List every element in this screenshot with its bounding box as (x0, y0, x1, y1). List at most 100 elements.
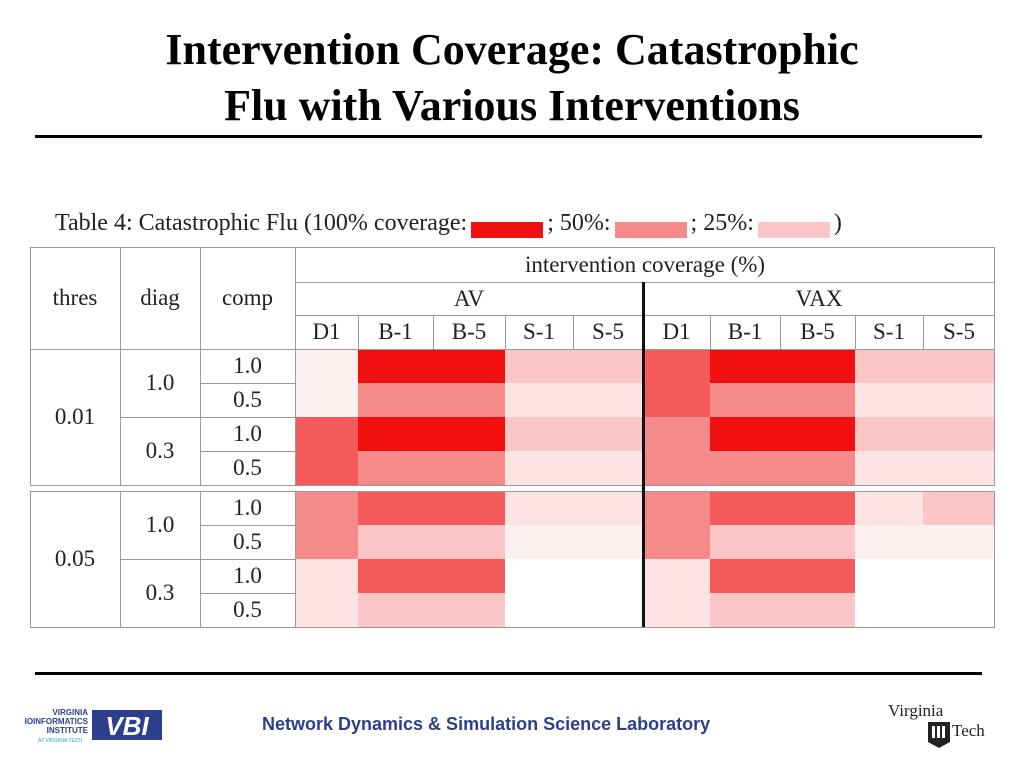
heat-cell (295, 559, 358, 593)
heat-cell (643, 349, 710, 383)
grid-line (295, 491, 296, 627)
grid-line (200, 451, 295, 452)
heat-cell (855, 417, 923, 451)
grid-line (994, 349, 995, 485)
heat-cell (433, 349, 505, 383)
heat-cell (505, 451, 573, 485)
grid-line (780, 315, 781, 349)
heat-cell (433, 383, 505, 417)
caption-prefix: Table 4: Catastrophic Flu (100% coverage… (55, 210, 468, 236)
grid-line (295, 247, 296, 349)
grid-line (30, 247, 995, 248)
title-line-2: Flu with Various Interventions (224, 81, 800, 130)
heat-cell (573, 559, 643, 593)
heat-cell (780, 593, 855, 627)
heat-cell (433, 451, 505, 485)
diag-label: 1.0 (145, 512, 175, 537)
heat-cell (295, 525, 358, 559)
heat-cell (710, 451, 780, 485)
comp-label: 1.0 (233, 495, 262, 520)
heat-cell (643, 491, 710, 525)
header-av: AV (453, 286, 485, 311)
vbi-logo: VIRGINIA BIOINFORMATICS INSTITUTE AT VIR… (24, 708, 162, 744)
heat-cell (855, 525, 923, 559)
heat-cell (295, 451, 358, 485)
header-col-s-1: S-1 (523, 319, 555, 344)
heat-cell (573, 451, 643, 485)
header-col-b-1: B-1 (378, 319, 413, 344)
grid-line (855, 315, 856, 349)
heat-cell (573, 349, 643, 383)
grid-line (30, 627, 995, 628)
heat-cell (505, 593, 573, 627)
heat-cell (573, 383, 643, 417)
header-comp: comp (221, 285, 274, 310)
vt-tower-icon (928, 722, 950, 748)
grid-line (30, 491, 995, 492)
header-col-b-5: B-5 (451, 319, 487, 344)
heat-cell (433, 417, 505, 451)
comp-label: 0.5 (233, 597, 262, 622)
comp-label: 1.0 (233, 353, 262, 378)
heat-cell (780, 525, 855, 559)
coverage-table: thres diag comp intervention coverage (%) AV… (30, 247, 995, 629)
vt-line-2: Tech (952, 721, 985, 740)
header-col-s-1: S-1 (873, 319, 905, 344)
heat-cell (923, 593, 995, 627)
heat-cell (710, 525, 780, 559)
grid-line (200, 349, 201, 485)
heat-cell (923, 491, 995, 525)
grid-line (120, 417, 295, 418)
grid-line (120, 247, 121, 349)
title-line-1: Intervention Coverage: Catastrophic (165, 25, 859, 74)
header-col-s-5: S-5 (592, 319, 624, 344)
heat-cell (358, 417, 433, 451)
heat-cell (358, 383, 433, 417)
heat-cell (855, 349, 923, 383)
table-caption: Table 4: Catastrophic Flu (100% coverage… (55, 210, 842, 238)
heat-cell (433, 559, 505, 593)
diag-label: 0.3 (145, 438, 175, 463)
heat-cell (923, 559, 995, 593)
heat-cell (573, 417, 643, 451)
heat-cell (505, 491, 573, 525)
heat-cell (855, 451, 923, 485)
header-thres: thres (52, 285, 98, 310)
heat-cell (710, 417, 780, 451)
header-vax: VAX (795, 286, 843, 311)
heat-cell (643, 525, 710, 559)
heat-cell (780, 451, 855, 485)
heat-cell (295, 491, 358, 525)
heat-cell (505, 349, 573, 383)
header-col-d1: D1 (662, 319, 691, 344)
heat-cell (573, 525, 643, 559)
grid-line (573, 315, 574, 349)
heat-cell (643, 383, 710, 417)
header-diag: diag (140, 285, 180, 310)
heat-cell (855, 491, 923, 525)
heat-cell (780, 559, 855, 593)
grid-line (295, 349, 296, 485)
heat-cell (710, 491, 780, 525)
diag-label: 1.0 (145, 370, 175, 395)
heat-cell (780, 491, 855, 525)
thres-label: 0.01 (54, 404, 96, 429)
heat-cell (295, 417, 358, 451)
title-divider (35, 135, 982, 138)
footer-divider (35, 672, 982, 675)
heat-cell (710, 593, 780, 627)
heat-cell (710, 349, 780, 383)
vbi-mark: VBI (105, 711, 149, 741)
heat-cell (295, 593, 358, 627)
virginia-tech-logo: Virginia Tech (888, 701, 985, 748)
swatch-25 (757, 221, 830, 238)
grid-line (200, 525, 295, 526)
heat-cell (358, 559, 433, 593)
grid-line (30, 247, 31, 349)
grid-line (200, 593, 295, 594)
heat-cell (358, 491, 433, 525)
heat-cell (358, 451, 433, 485)
heat-cell (643, 451, 710, 485)
heat-cell (923, 525, 995, 559)
grid-line (200, 383, 295, 384)
